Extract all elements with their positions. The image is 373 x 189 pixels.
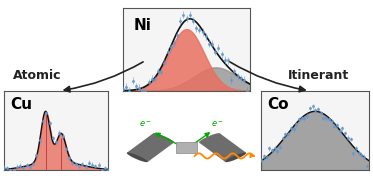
Polygon shape [176,142,197,153]
Polygon shape [199,133,246,162]
Ellipse shape [127,153,148,162]
Ellipse shape [225,153,246,162]
Text: Ni: Ni [133,18,151,33]
Polygon shape [127,133,174,162]
Text: Atomic: Atomic [13,69,62,82]
Text: $e^-$: $e^-$ [139,120,152,129]
Ellipse shape [153,133,174,143]
Text: Itinerant: Itinerant [288,69,350,82]
Text: Cu: Cu [10,97,32,112]
Text: Co: Co [267,97,289,112]
Text: $e^-$: $e^-$ [211,119,224,129]
Ellipse shape [199,133,220,143]
